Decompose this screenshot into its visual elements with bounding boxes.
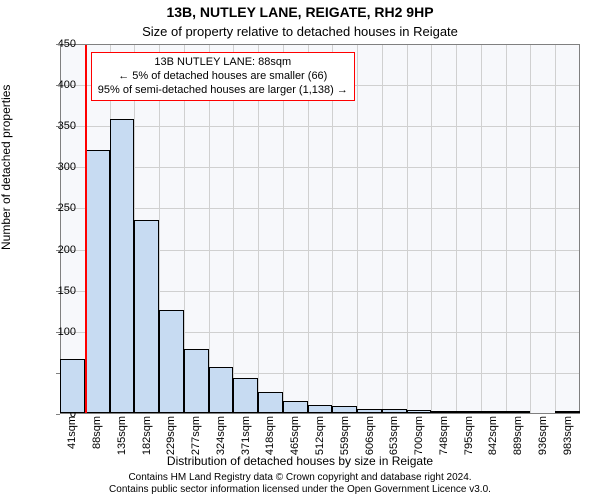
- x-tick-label: 795sqm: [463, 416, 475, 455]
- y-tick-mark: [56, 126, 60, 127]
- grid-line-h: [61, 167, 579, 168]
- histogram-bar: [357, 409, 382, 413]
- x-tick-label: 606sqm: [364, 416, 376, 455]
- callout-line1: 13B NUTLEY LANE: 88sqm: [98, 56, 348, 70]
- x-tick-label: 277sqm: [190, 416, 202, 455]
- x-tick-label: 41sqm: [66, 416, 78, 449]
- footer-line-2: Contains public sector information licen…: [0, 484, 600, 496]
- x-tick-label: 936sqm: [537, 416, 549, 455]
- histogram-bar: [283, 401, 308, 413]
- chart-subtitle: Size of property relative to detached ho…: [0, 24, 600, 39]
- histogram-bar: [258, 392, 283, 413]
- histogram-bar: [456, 411, 481, 413]
- grid-line-v: [506, 45, 507, 413]
- histogram-bar: [382, 409, 407, 413]
- x-tick-label: 653sqm: [388, 416, 400, 455]
- x-tick-label: 559sqm: [339, 416, 351, 455]
- x-tick-label: 88sqm: [91, 416, 103, 449]
- x-tick-label: 748sqm: [438, 416, 450, 455]
- x-tick-label: 182sqm: [141, 416, 153, 455]
- y-tick-mark: [56, 85, 60, 86]
- x-tick-label: 512sqm: [314, 416, 326, 455]
- x-tick-label: 700sqm: [413, 416, 425, 455]
- y-tick-mark: [56, 208, 60, 209]
- x-tick-label: 983sqm: [562, 416, 574, 455]
- chart-title: 13B, NUTLEY LANE, REIGATE, RH2 9HP: [0, 4, 600, 20]
- y-tick-mark: [56, 291, 60, 292]
- y-tick-mark: [56, 414, 60, 415]
- callout-line3: 95% of semi-detached houses are larger (…: [98, 84, 348, 98]
- y-tick-mark: [56, 167, 60, 168]
- grid-line-h: [61, 126, 579, 127]
- x-tick-label: 418sqm: [264, 416, 276, 455]
- histogram-bar: [159, 310, 184, 413]
- histogram-bar: [308, 405, 333, 413]
- grid-line-v: [357, 45, 358, 413]
- marker-line: [85, 45, 87, 413]
- histogram-bar: [209, 367, 234, 413]
- x-tick-label: 324sqm: [215, 416, 227, 455]
- histogram-bar: [481, 411, 506, 413]
- callout-line2: ← 5% of detached houses are smaller (66): [98, 70, 348, 84]
- grid-line-v: [555, 45, 556, 413]
- histogram-bar: [506, 411, 531, 413]
- chart-container: { "title": "13B, NUTLEY LANE, REIGATE, R…: [0, 0, 600, 500]
- x-tick-label: 465sqm: [289, 416, 301, 455]
- grid-line-h: [61, 208, 579, 209]
- x-tick-label: 135sqm: [116, 416, 128, 455]
- grid-line-v: [407, 45, 408, 413]
- y-tick-mark: [56, 250, 60, 251]
- grid-line-v: [382, 45, 383, 413]
- x-tick-label: 889sqm: [512, 416, 524, 455]
- histogram-bar: [233, 378, 258, 413]
- histogram-bar: [110, 119, 135, 413]
- grid-line-v: [456, 45, 457, 413]
- y-tick-mark: [56, 44, 60, 45]
- y-tick-mark: [56, 332, 60, 333]
- x-axis-label: Distribution of detached houses by size …: [0, 454, 600, 468]
- histogram-bar: [184, 349, 209, 413]
- y-axis-label: Number of detached properties: [0, 85, 13, 250]
- grid-line-v: [530, 45, 531, 413]
- grid-line-v: [481, 45, 482, 413]
- x-tick-label: 842sqm: [487, 416, 499, 455]
- x-tick-label: 229sqm: [165, 416, 177, 455]
- histogram-bar: [60, 359, 85, 413]
- histogram-bar: [332, 406, 357, 413]
- footer-line-1: Contains HM Land Registry data © Crown c…: [0, 472, 600, 484]
- x-tick-label: 371sqm: [240, 416, 252, 455]
- histogram-bar: [431, 411, 456, 413]
- chart-footer: Contains HM Land Registry data © Crown c…: [0, 472, 600, 496]
- histogram-bar: [407, 410, 432, 413]
- histogram-bar: [85, 150, 110, 413]
- histogram-bar: [555, 411, 580, 413]
- callout-box: 13B NUTLEY LANE: 88sqm← 5% of detached h…: [91, 52, 355, 101]
- grid-line-v: [431, 45, 432, 413]
- histogram-bar: [134, 220, 159, 413]
